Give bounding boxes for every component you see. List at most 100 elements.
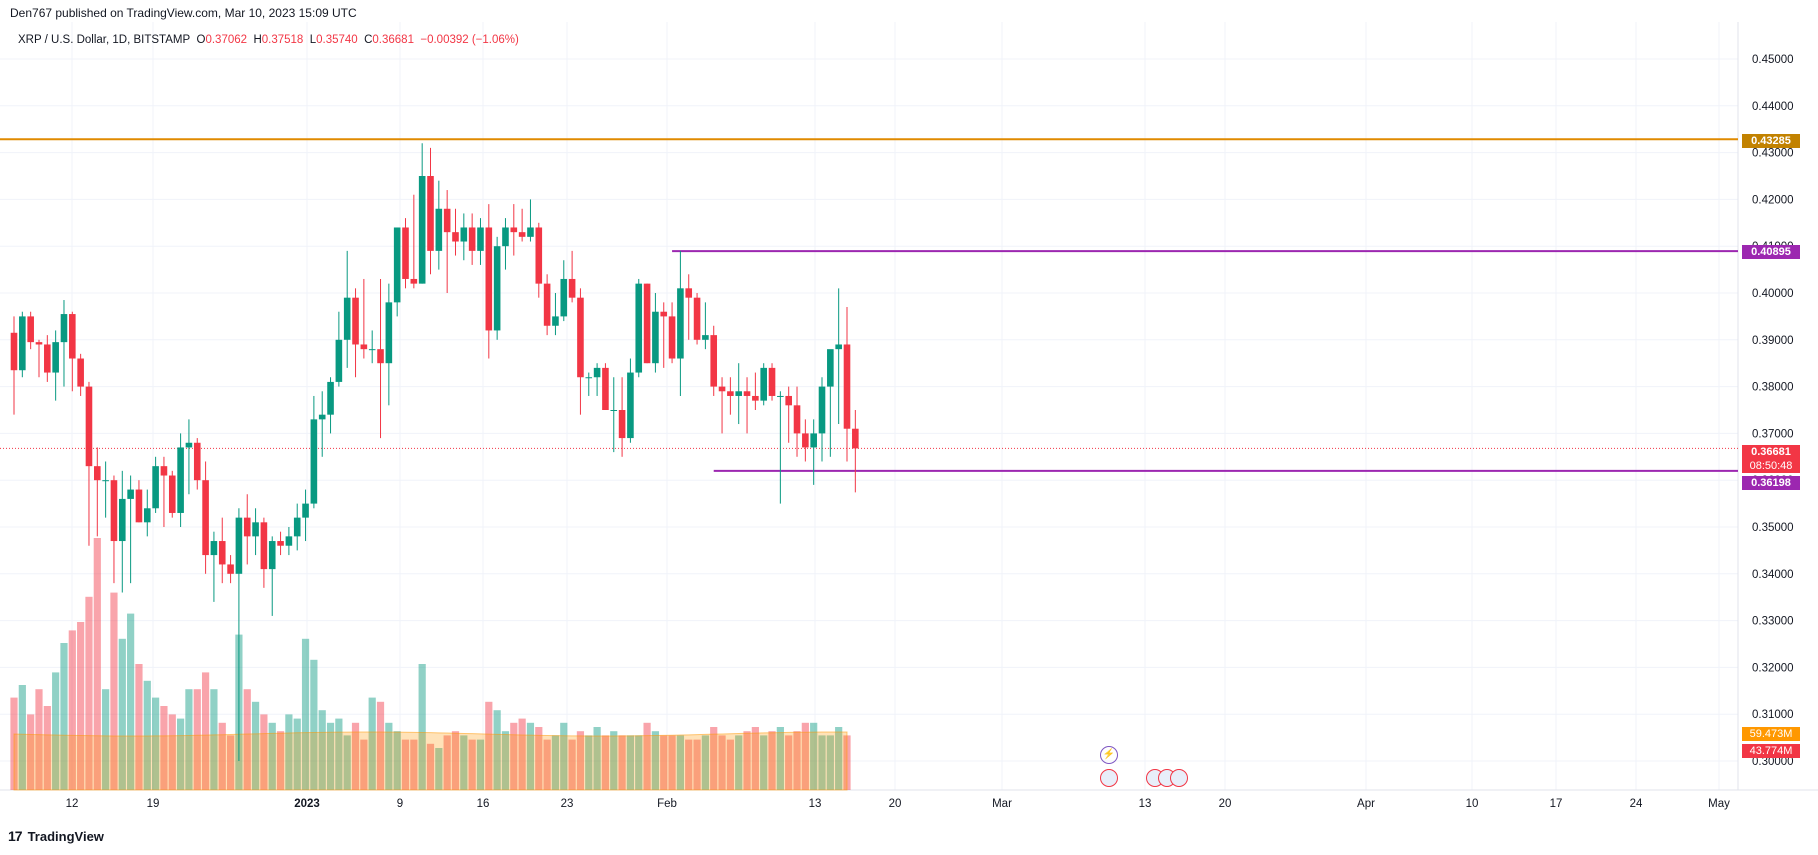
price-tag-purple-lower: 0.36198 bbox=[1742, 476, 1800, 490]
volume-bar bbox=[27, 714, 35, 790]
volume-bar bbox=[651, 731, 660, 790]
y-tick-label: 0.40000 bbox=[1752, 288, 1794, 300]
candle-body bbox=[110, 480, 118, 542]
high-label: H bbox=[253, 34, 262, 46]
candle-body bbox=[518, 232, 526, 237]
candle-body bbox=[168, 475, 176, 513]
volume-bar bbox=[368, 697, 376, 790]
volume-bar bbox=[826, 735, 834, 790]
volume-bar bbox=[460, 735, 468, 790]
volume-bar bbox=[335, 718, 343, 790]
volume-bar bbox=[685, 739, 693, 790]
volume-bar bbox=[201, 672, 210, 790]
volume-bar bbox=[660, 735, 668, 790]
volume-bar bbox=[760, 735, 768, 790]
candle-body bbox=[385, 302, 393, 364]
candle-body bbox=[735, 391, 743, 396]
candle-body bbox=[69, 314, 76, 359]
candle-body bbox=[285, 536, 293, 546]
candle-body bbox=[377, 349, 384, 364]
volume-bar bbox=[718, 735, 726, 790]
candle-body bbox=[35, 342, 43, 345]
x-tick-label: 20 bbox=[889, 798, 902, 810]
candle-body bbox=[185, 442, 193, 448]
volume-bar bbox=[451, 731, 460, 790]
candle-body bbox=[402, 227, 409, 279]
low-label: L bbox=[309, 34, 317, 46]
x-tick-label: 2023 bbox=[294, 798, 320, 810]
candle-body bbox=[785, 395, 792, 406]
volume-bar bbox=[127, 613, 135, 790]
candle-body bbox=[143, 508, 151, 523]
candle-body bbox=[677, 288, 684, 359]
volume-bar bbox=[260, 714, 268, 790]
candle-body bbox=[668, 316, 676, 359]
volume-bar bbox=[776, 727, 784, 790]
volume-bar bbox=[401, 739, 410, 790]
y-tick-label: 0.42000 bbox=[1752, 194, 1794, 206]
x-tick-label: Mar bbox=[992, 798, 1012, 810]
volume-bar bbox=[360, 739, 368, 790]
tradingview-logo-icon: 17 bbox=[8, 828, 23, 844]
us-flag-event-icon-4[interactable] bbox=[1170, 769, 1188, 787]
candle-body bbox=[552, 316, 559, 326]
candle-body bbox=[310, 419, 318, 504]
volume-bar bbox=[218, 722, 226, 790]
candle-body bbox=[468, 227, 476, 251]
price-tag-volume: 43.774M bbox=[1742, 744, 1800, 758]
volume-bar bbox=[43, 706, 51, 790]
candle-body bbox=[352, 297, 359, 345]
candle-body bbox=[477, 227, 484, 251]
candle-body bbox=[343, 297, 351, 340]
candle-body bbox=[493, 246, 501, 331]
volume-bar bbox=[243, 689, 251, 790]
volume-bar bbox=[576, 731, 585, 790]
volume-bar bbox=[68, 630, 76, 790]
volume-bar bbox=[543, 739, 551, 790]
candle-body bbox=[160, 466, 168, 476]
price-chart[interactable]: 12 19 2023 9 16 23 Feb 13 20 Mar 13 20 Apr 10 17 24 May 0… bbox=[0, 22, 1818, 812]
y-tick-label: 0.45000 bbox=[1752, 54, 1794, 66]
volume-bar bbox=[426, 743, 435, 790]
volume-bar bbox=[535, 727, 543, 790]
candle-body bbox=[27, 316, 34, 343]
candle-body bbox=[152, 466, 159, 509]
candle-body bbox=[685, 288, 693, 298]
volume-bar bbox=[285, 714, 293, 790]
volume-bar bbox=[560, 722, 568, 790]
candle-body bbox=[810, 433, 817, 448]
volume-bar bbox=[168, 714, 176, 790]
open-value: 0.37062 bbox=[205, 34, 248, 46]
candle-body bbox=[235, 517, 243, 574]
volume-bar bbox=[793, 731, 801, 790]
y-tick-label: 0.30000 bbox=[1752, 756, 1794, 768]
x-tick-label: 19 bbox=[147, 798, 160, 810]
x-tick-label: 13 bbox=[809, 798, 822, 810]
candle-body bbox=[77, 358, 84, 387]
candle-body bbox=[527, 227, 534, 237]
candle-body bbox=[243, 517, 251, 537]
candle-body bbox=[768, 367, 776, 396]
candle-body bbox=[210, 541, 218, 556]
tradingview-footer[interactable]: 17 TradingView bbox=[8, 828, 104, 844]
candle-body bbox=[327, 381, 334, 415]
candle-body bbox=[743, 391, 751, 396]
volume-bar bbox=[160, 706, 168, 790]
us-flag-event-icon[interactable] bbox=[1100, 769, 1118, 787]
volume-bar bbox=[102, 689, 110, 790]
candle-body bbox=[818, 386, 826, 434]
volume-bar bbox=[326, 722, 335, 790]
candle-body bbox=[44, 344, 51, 373]
candle-body bbox=[177, 447, 184, 513]
volume-bar bbox=[351, 722, 360, 790]
candle-body bbox=[52, 342, 59, 373]
candle-body bbox=[252, 522, 259, 537]
x-tick-label: May bbox=[1708, 798, 1730, 810]
volume-bar bbox=[318, 710, 326, 790]
flash-event-icon[interactable]: ⚡ bbox=[1100, 746, 1118, 764]
open-label: O bbox=[196, 34, 206, 46]
volume-bar bbox=[635, 735, 643, 790]
volume-bar bbox=[385, 722, 393, 790]
candle-body bbox=[560, 278, 568, 317]
candle-body bbox=[460, 227, 468, 242]
